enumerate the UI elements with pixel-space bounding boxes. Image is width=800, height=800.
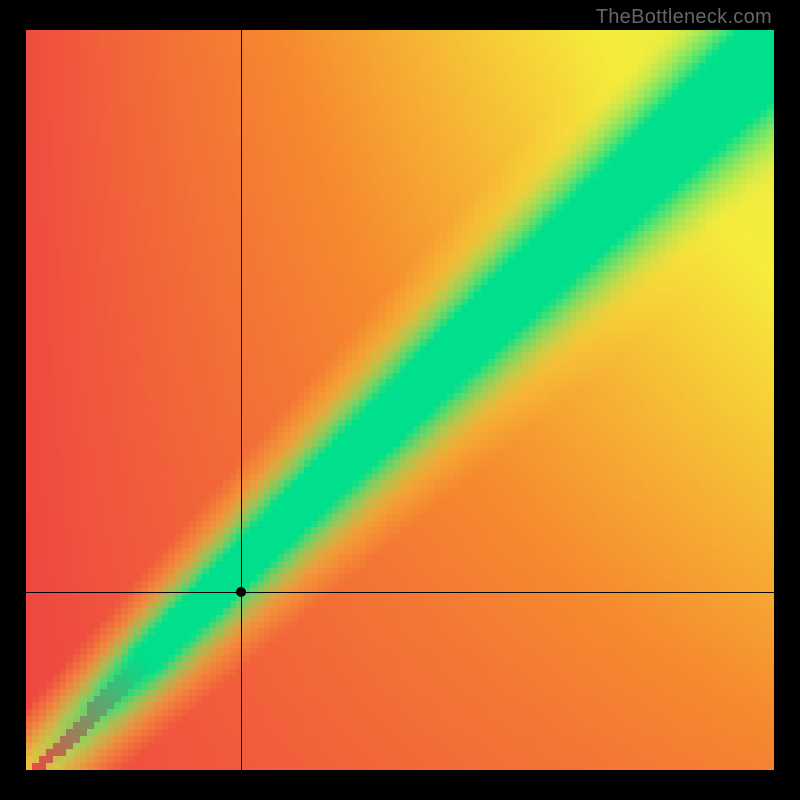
crosshair-vertical bbox=[241, 30, 242, 770]
crosshair-horizontal bbox=[26, 592, 774, 593]
watermark-text: TheBottleneck.com bbox=[596, 6, 772, 29]
plot-area bbox=[26, 30, 774, 770]
chart-frame: TheBottleneck.com bbox=[0, 0, 800, 800]
bottleneck-heatmap bbox=[26, 30, 774, 770]
